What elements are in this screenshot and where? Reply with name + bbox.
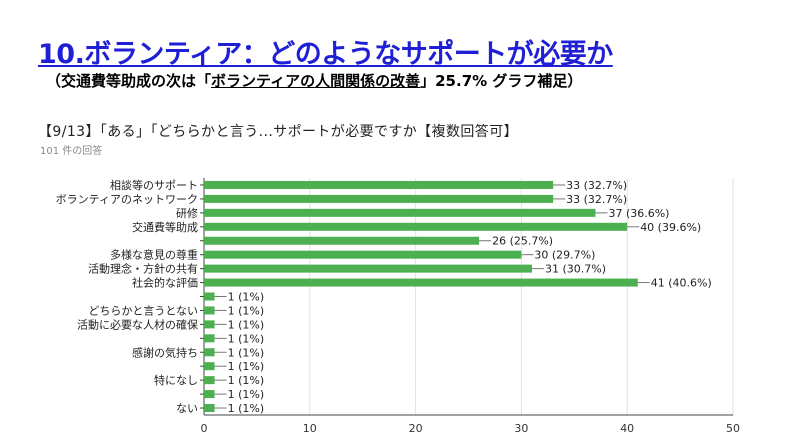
survey-question: 【9/13】「ある」「どちらかと言う...サポートが必要ですか【複数回答可】 — [38, 124, 518, 140]
bar — [204, 236, 480, 245]
data-label: 41 (40.6%) — [651, 277, 712, 290]
x-tick-label: 0 — [201, 422, 208, 435]
bar — [204, 180, 554, 189]
data-label: 26 (25.7%) — [492, 235, 553, 248]
data-label: 1 (1%) — [228, 360, 265, 373]
data-label: 33 (32.7%) — [566, 179, 627, 192]
category-label: 社会的な評価 — [132, 276, 198, 290]
x-tick-label: 50 — [726, 422, 740, 435]
category-label: 活動に必要な人材の確保 — [77, 317, 198, 331]
bar — [204, 264, 532, 273]
x-tick-label: 30 — [514, 422, 528, 435]
x-tick-label: 20 — [409, 422, 423, 435]
category-label: ない — [176, 402, 198, 415]
data-label: 1 (1%) — [228, 346, 265, 359]
data-label: 1 (1%) — [228, 374, 265, 387]
data-label: 1 (1%) — [228, 318, 265, 331]
bar — [204, 306, 215, 315]
response-count: 101 件の回答 — [40, 146, 103, 157]
category-label: 活動理念・方針の共有 — [88, 262, 198, 276]
category-label: ボランティアのネットワーク — [56, 193, 198, 206]
data-label: 1 (1%) — [228, 402, 265, 415]
page-title: 10.ボランティア：どのようなサポートが必要か — [38, 39, 613, 70]
bar — [204, 362, 215, 371]
subtitle: （交通費等助成の次は「ボランティアの人間関係の改善」25.7% グラフ補足） — [46, 70, 582, 91]
bar — [204, 348, 215, 357]
category-label: 交通費等助成 — [132, 220, 198, 234]
data-label: 33 (32.7%) — [566, 193, 627, 206]
x-tick-label: 10 — [303, 422, 317, 435]
category-label: 研修 — [176, 206, 198, 220]
bar — [204, 390, 215, 399]
category-label: 特になし — [154, 373, 198, 387]
category-label: どちらかと言うとない — [88, 304, 198, 317]
data-label: 40 (39.6%) — [640, 221, 701, 234]
bar — [204, 320, 215, 329]
category-label: 感謝の気持ち — [132, 345, 198, 359]
bar — [204, 222, 628, 231]
data-label: 1 (1%) — [228, 304, 265, 317]
bar — [204, 376, 215, 385]
subtitle-pre: （交通費等助成の次は「 — [46, 72, 212, 90]
x-tick-label: 40 — [620, 422, 634, 435]
bar — [204, 208, 596, 217]
bar — [204, 278, 638, 287]
data-label: 1 (1%) — [228, 332, 265, 345]
bar — [204, 250, 522, 259]
bar — [204, 334, 215, 343]
data-label: 30 (29.7%) — [534, 249, 595, 262]
category-label: 多様な意見の尊重 — [110, 248, 198, 262]
data-label: 37 (36.6%) — [608, 207, 669, 220]
data-label: 1 (1%) — [228, 291, 265, 304]
data-label: 1 (1%) — [228, 388, 265, 401]
bar — [204, 404, 215, 413]
bar — [204, 194, 554, 203]
category-label: 相談等のサポート — [110, 178, 198, 192]
bar — [204, 292, 215, 301]
data-label: 31 (30.7%) — [545, 263, 606, 276]
subtitle-post: 」25.7% グラフ補足） — [420, 72, 583, 90]
subtitle-highlight: ボランティアの人間関係の改善 — [211, 72, 421, 90]
